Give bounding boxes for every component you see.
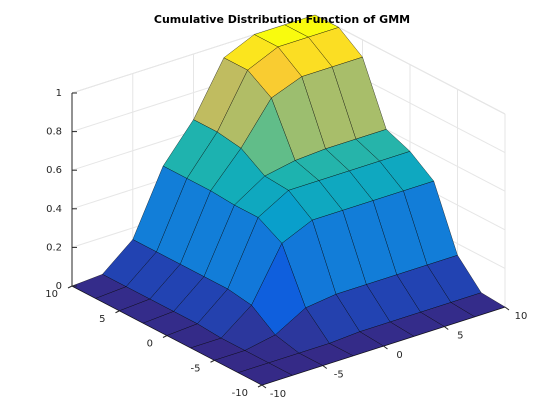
z-tick-label: 0.8 (46, 127, 62, 138)
y-tick-label: 10 (45, 289, 58, 300)
y-tick (67, 285, 73, 289)
z-tick-label: 0.6 (46, 165, 62, 176)
y-tick-label: 0 (147, 339, 153, 350)
x-tick-label: 0 (396, 350, 402, 361)
x-tick (261, 384, 267, 389)
z-tick-label: 1 (56, 88, 62, 99)
surface-face (237, 362, 294, 386)
y-tick-label: 5 (99, 314, 105, 325)
surface (71, 14, 506, 386)
z-tick-label: 0 (56, 281, 62, 292)
z-tick-label: 0.2 (46, 242, 62, 253)
y-tick (162, 335, 168, 338)
z-tick-label: 0.4 (46, 204, 62, 215)
x-tick (504, 306, 510, 311)
y-tick (210, 359, 215, 363)
y-tick-label: -10 (232, 388, 248, 399)
x-tick-label: 5 (457, 331, 463, 342)
x-tick (383, 345, 388, 350)
x-tick-label: -5 (334, 370, 344, 381)
chart-title: Cumulative Distribution Function of GMM (154, 13, 410, 26)
y-tick-label: -5 (191, 363, 201, 374)
y-tick (115, 310, 120, 314)
x-tick (322, 365, 328, 369)
x-tick-label: -10 (270, 389, 286, 400)
y-tick (257, 384, 263, 388)
x-tick (443, 326, 449, 330)
x-tick-label: 10 (515, 311, 528, 322)
tick-labels: 0 0.2 0.4 0.6 0.8 1 -10 -5 0 5 10 -10 -5 0 5 10 (45, 88, 527, 400)
